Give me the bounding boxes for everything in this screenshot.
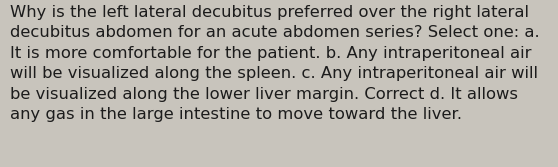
Text: Why is the left lateral decubitus preferred over the right lateral
decubitus abd: Why is the left lateral decubitus prefer… (10, 5, 540, 122)
